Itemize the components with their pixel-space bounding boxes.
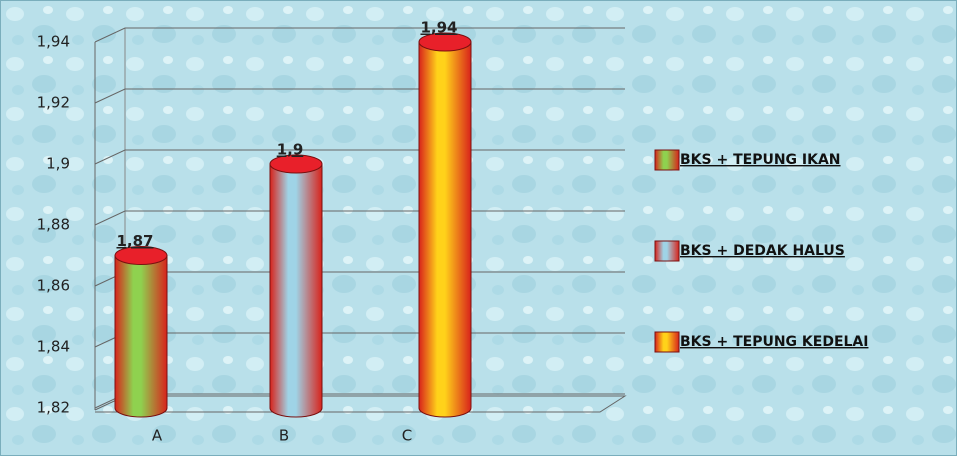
cylinder-top [114,246,168,265]
legend-label: BKS + DEDAK HALUS [680,243,845,259]
cylinder-top [418,32,472,52]
x-tick-label: A [152,427,163,445]
cylinder [114,255,168,418]
y-tick-label: 1,86 [37,277,70,295]
data-label: 1,87 [116,232,153,250]
cylinder-top [269,154,323,174]
cylinder [418,41,472,418]
y-tick-label: 1,84 [37,338,70,356]
y-tick-label: 1,94 [37,33,70,51]
y-tick-label: 1,92 [37,94,70,112]
x-tick-label: C [402,427,412,445]
legend-swatch [654,149,680,171]
data-label: 1,94 [420,19,457,37]
y-tick-label: 1,9 [46,155,70,173]
cylinder [269,163,323,418]
legend-swatch [654,331,680,353]
grid-line [94,27,625,43]
legend-label: BKS + TEPUNG IKAN [680,152,841,168]
legend-swatch [654,240,680,262]
y-tick-label: 1,88 [37,216,70,234]
y-tick-label: 1,82 [37,399,70,417]
data-label: 1,9 [277,141,304,159]
x-tick-label: B [279,427,289,445]
legend-label: BKS + TEPUNG KEDELAI [680,334,868,350]
